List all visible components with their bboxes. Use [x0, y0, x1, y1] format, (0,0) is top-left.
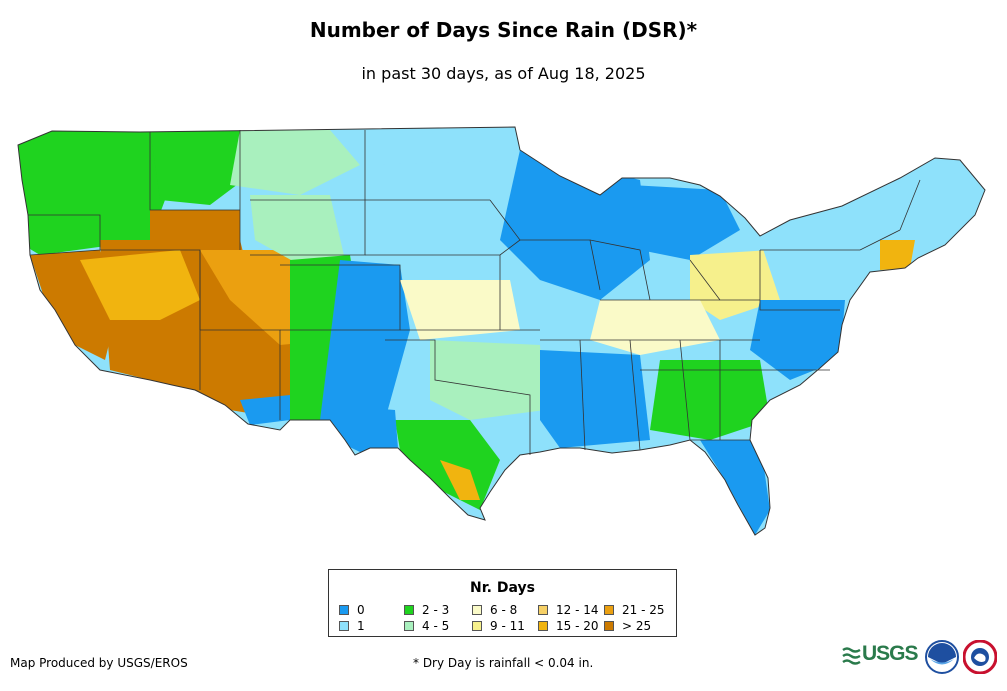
legend-label: > 25 — [622, 619, 652, 633]
region-fill — [840, 170, 985, 255]
legend-swatch — [604, 605, 614, 615]
legend-label: 9 - 11 — [490, 619, 525, 633]
legend-item: 12 - 14 — [538, 603, 599, 617]
dsr-category-fill — [18, 127, 985, 535]
usgs-waves-icon — [842, 647, 861, 665]
legend-item: 4 - 5 — [404, 619, 449, 633]
us-outline — [17, 126, 986, 536]
legend-item: > 25 — [604, 619, 651, 633]
legend-label: 6 - 8 — [490, 603, 518, 617]
legend-label: 0 — [357, 603, 365, 617]
region-fill — [590, 300, 720, 355]
legend-swatch — [538, 605, 548, 615]
legend-label: 2 - 3 — [422, 603, 450, 617]
legend-swatch — [404, 605, 414, 615]
legend-label: 15 - 20 — [556, 619, 599, 633]
legend-item: 21 - 25 — [604, 603, 665, 617]
legend-item: 0 — [339, 603, 365, 617]
legend-swatch — [472, 605, 482, 615]
region-fill — [250, 195, 345, 265]
region-fill — [400, 280, 520, 340]
state-boundaries — [28, 130, 921, 455]
region-fill — [880, 240, 915, 270]
legend-swatch — [404, 621, 414, 631]
legend-title: Nr. Days — [470, 580, 535, 596]
region-fill — [360, 160, 540, 260]
region-fill — [540, 350, 650, 448]
dry-day-note: * Dry Day is rainfall < 0.04 in. — [413, 656, 594, 670]
region-fill — [320, 260, 410, 440]
legend-item: 6 - 8 — [472, 603, 517, 617]
region-fill — [500, 150, 650, 300]
legend-item: 15 - 20 — [538, 619, 599, 633]
map-title: Number of Days Since Rain (DSR)* — [309, 18, 698, 42]
region-fill — [440, 460, 480, 500]
region-fill — [630, 185, 740, 260]
usgs-logo: USGS — [842, 642, 919, 672]
nws-logo-icon — [963, 640, 997, 674]
usgs-wordmark: USGS — [862, 642, 919, 665]
region-fill — [230, 130, 360, 195]
region-fill — [430, 340, 545, 420]
region-fill — [690, 250, 780, 320]
legend-swatch — [538, 621, 548, 631]
legend-label: 1 — [357, 619, 365, 633]
legend-swatch — [339, 605, 349, 615]
legend-label: 4 - 5 — [422, 619, 450, 633]
region-fill — [700, 440, 770, 535]
region-fill — [650, 360, 770, 440]
noaa-logo-icon — [925, 640, 959, 674]
legend-box: Nr. Days 0 1 2 - 3 4 - 5 6 - 8 9 - 11 12… — [328, 569, 677, 637]
region-fill — [750, 300, 845, 380]
region-fill — [18, 130, 165, 255]
region-fill — [330, 405, 398, 452]
legend-swatch — [339, 621, 349, 631]
map-subtitle: in past 30 days, as of Aug 18, 2025 — [361, 64, 646, 83]
legend-swatch — [472, 621, 482, 631]
legend-swatch — [604, 621, 614, 631]
map-credit: Map Produced by USGS/EROS — [10, 656, 188, 670]
legend-label: 12 - 14 — [556, 603, 599, 617]
region-fill — [80, 250, 200, 320]
legend-item: 2 - 3 — [404, 603, 449, 617]
legend-item: 1 — [339, 619, 365, 633]
region-fill — [150, 210, 240, 250]
region-fill — [240, 395, 290, 425]
legend-label: 21 - 25 — [622, 603, 665, 617]
legend-item: 9 - 11 — [472, 619, 525, 633]
